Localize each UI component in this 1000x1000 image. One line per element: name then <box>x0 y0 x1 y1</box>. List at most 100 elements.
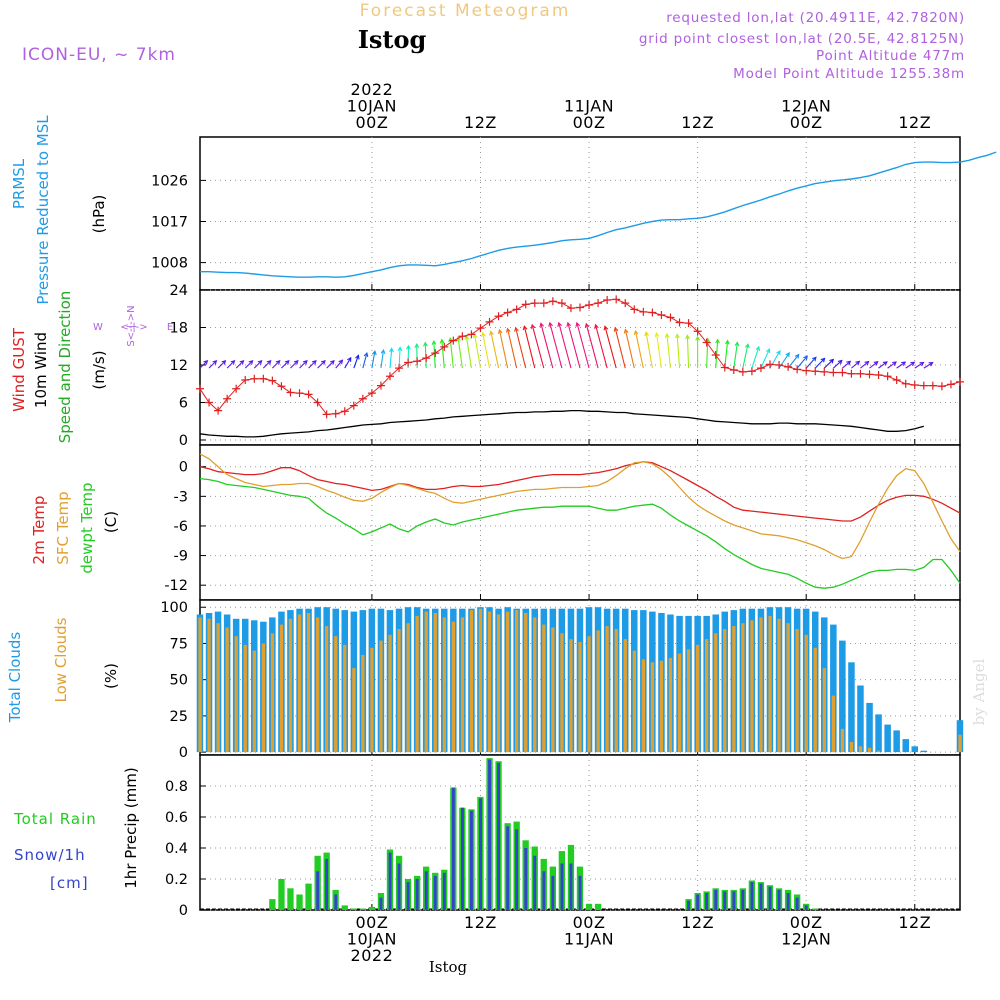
top-time-label: 12JAN <box>781 97 831 116</box>
wind-arrow-head <box>380 348 386 354</box>
wind-gust-marker <box>829 368 838 377</box>
rain-bar <box>585 903 593 910</box>
wind-arrow-head <box>794 353 800 359</box>
wind-gust-marker <box>223 394 232 403</box>
snow-bar <box>696 894 700 910</box>
wind-direction-arrow <box>869 361 879 369</box>
snow-bar <box>714 889 718 910</box>
low-cloud-bar <box>768 615 772 753</box>
header-requested: requested lon,lat (20.4911E, 42.7820N) <box>666 10 965 26</box>
wind-gust-marker <box>530 299 539 308</box>
panel-pressure: 1008 1017 1026 <box>151 136 961 291</box>
wind-direction-arrow <box>335 359 343 369</box>
snow-bar <box>379 897 383 910</box>
wind-direction-arrow <box>380 350 385 369</box>
wind-arrow-head <box>623 328 629 334</box>
wind-direction-arrow <box>796 355 808 369</box>
y-tick-label: 1026 <box>151 173 188 189</box>
wind-gust-marker <box>612 295 621 304</box>
wind-direction-arrow <box>523 326 536 369</box>
wind-direction-arrow <box>507 328 518 369</box>
wind-direction-arrow <box>540 323 554 369</box>
wind-direction-arrow <box>604 326 617 369</box>
wind-direction-arrow <box>595 324 608 369</box>
wind-gust-marker <box>277 382 286 391</box>
snow-bar <box>560 863 564 910</box>
wind-arrow-head <box>837 359 843 365</box>
low-cloud-bar <box>316 617 320 753</box>
wind-arrow-head <box>456 336 461 342</box>
clouds-label-total: Total Clouds <box>6 632 24 724</box>
wind-direction-arrow <box>751 346 760 369</box>
snow-bar <box>325 858 329 910</box>
low-cloud-bar <box>352 668 356 753</box>
low-cloud-bar <box>849 742 854 753</box>
forecast-title: Forecast Meteogram <box>360 1 571 21</box>
wind-direction-arrow <box>558 322 572 369</box>
low-cloud-bar <box>325 626 329 753</box>
wind-gust-marker <box>684 319 693 328</box>
low-cloud-bar <box>677 653 682 753</box>
top-time-label: 2022 <box>351 80 394 99</box>
total-cloud-bar <box>902 739 909 753</box>
wind-gust-marker <box>711 351 720 359</box>
y-tick-label: -12 <box>164 578 188 594</box>
wind-arrow-head <box>675 333 680 339</box>
low-cloud-bar <box>542 624 546 753</box>
wind-arrow-head <box>919 361 925 367</box>
wind-direction-arrow <box>585 323 599 369</box>
wind-direction-arrow <box>769 350 781 369</box>
wind-gust-marker <box>458 332 467 341</box>
total-cloud-bar <box>839 640 846 753</box>
wind-gust-marker <box>738 367 747 376</box>
snow-bar <box>497 762 500 911</box>
wind-direction-arrow <box>208 360 217 369</box>
compass-ew-arrow: <-|-> <box>120 322 147 333</box>
wind-arrow-head <box>239 359 245 365</box>
wind-gust-marker <box>557 299 566 308</box>
wind-arrow-head <box>734 341 740 347</box>
panel-wind: 0 6 12 18 24 <box>170 283 961 449</box>
wind-gust-marker <box>521 300 530 309</box>
wind-arrow-head <box>566 321 572 327</box>
wind-arrow-head <box>685 334 690 340</box>
wind-arrow-head <box>557 321 562 327</box>
wind-direction-arrow <box>655 333 662 369</box>
snow-bar <box>732 891 736 910</box>
wind-direction-arrow <box>823 359 834 369</box>
wind-gust-marker <box>603 296 612 304</box>
wind-direction-arrow <box>842 361 851 369</box>
low-cloud-bar <box>741 623 745 753</box>
snow-bar <box>723 891 727 910</box>
wind-arrow-head <box>584 322 590 328</box>
series-prmsl-line <box>200 151 997 278</box>
low-cloud-bar <box>786 623 790 753</box>
low-cloud-bar <box>487 611 492 753</box>
wind-direction-arrow <box>199 360 208 369</box>
wind-direction-arrow <box>733 342 738 369</box>
wind-direction-arrow <box>308 360 317 369</box>
low-cloud-bar <box>442 617 446 753</box>
bottom-time-label: 00Z <box>573 913 606 932</box>
bottom-time-label: 11JAN <box>564 930 614 949</box>
wind-gust-marker <box>376 381 385 390</box>
wind-direction-arrow <box>362 352 368 369</box>
y-tick-label: 0.4 <box>165 841 188 857</box>
wind-gust-marker <box>539 299 548 308</box>
rain-bar <box>350 908 357 910</box>
low-cloud-bar <box>605 626 609 753</box>
wind-gust-marker <box>666 313 675 322</box>
wind-gust-marker <box>548 297 557 306</box>
wind-label-gust: Wind GUST <box>10 327 28 412</box>
low-cloud-bar <box>424 611 428 753</box>
wind-arrow-head <box>423 341 428 347</box>
top-time-label: 00Z <box>355 113 388 132</box>
total-cloud-bar <box>893 730 900 753</box>
wind-arrow-head <box>633 329 639 335</box>
low-cloud-bar <box>623 639 627 753</box>
wind-direction-arrow <box>371 351 376 369</box>
wind-direction-arrow <box>490 331 500 369</box>
wind-arrow-head <box>654 331 660 338</box>
low-cloud-bar <box>750 620 754 753</box>
